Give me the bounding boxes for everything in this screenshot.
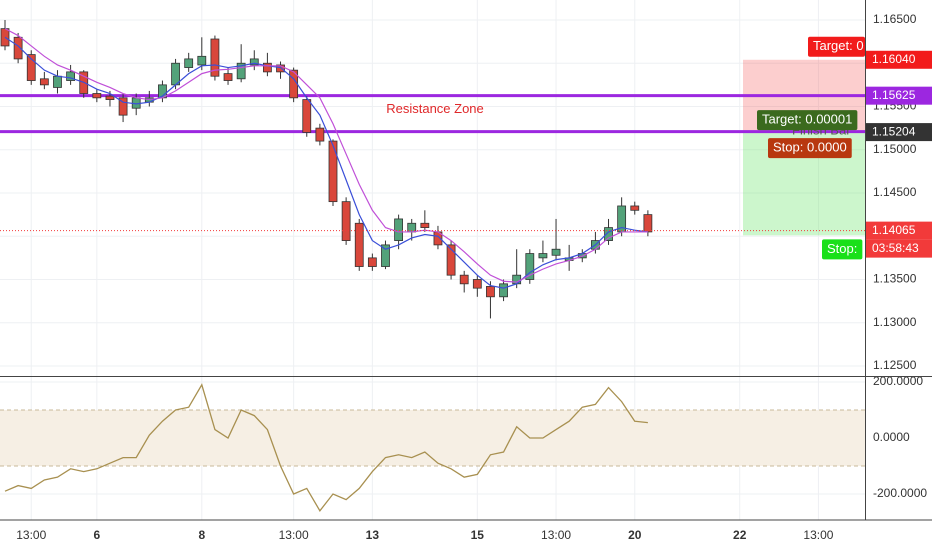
position-tag: Target: 0: [813, 38, 864, 53]
x-tick-label: 13:00: [803, 528, 833, 542]
entry-price-label-box: [866, 123, 932, 142]
candle-body: [315, 127, 325, 142]
y-tick-label: 1.14500: [873, 185, 917, 199]
candle-body: [486, 286, 495, 298]
candle-body: [223, 73, 233, 81]
position-tag-box: [822, 239, 863, 260]
last-price-label-box: [866, 221, 932, 240]
candle-body: [210, 38, 220, 77]
y-tick-label: -200.0000: [873, 486, 927, 500]
candle-body: [354, 222, 364, 267]
candle-body: [367, 257, 377, 267]
position-tag: Target: 0.00001: [762, 112, 852, 127]
candle-body: [92, 93, 102, 99]
stop-price-label-box: [866, 50, 932, 69]
position-tag-box: [757, 110, 858, 131]
candle-body: [538, 253, 548, 259]
y-tick-label: 1.15000: [873, 142, 917, 156]
candle-body: [459, 274, 469, 285]
x-tick-label: 13:00: [541, 528, 571, 542]
candle-body: [472, 279, 482, 289]
y-tick-label: 0.0000: [873, 430, 910, 444]
candle-body: [13, 36, 23, 60]
moving-average: [4, 28, 648, 283]
candle-body: [197, 55, 207, 66]
candle-body: [341, 201, 351, 241]
x-tick-label: 15: [471, 528, 485, 542]
position-tag-box: [768, 138, 852, 159]
level-band: [0, 410, 865, 466]
candle-body: [604, 227, 613, 241]
candle-body: [26, 54, 36, 81]
position-tag: Stop:: [827, 241, 857, 256]
oscillator-line: [4, 383, 648, 512]
candle-body: [66, 71, 75, 81]
candle-body: [276, 64, 285, 73]
annotation: Resistance Zone: [386, 101, 484, 116]
candle-body: [643, 214, 653, 233]
resistance-price-label: 1.15625: [872, 88, 916, 102]
candle-body: [184, 58, 194, 68]
candle-body: [53, 75, 62, 88]
candle-body: [394, 218, 404, 241]
candle-body: [381, 244, 390, 267]
countdown-box: [866, 239, 932, 258]
candle-body: [630, 205, 640, 211]
candle-body: [302, 99, 312, 133]
candle-body: [105, 95, 115, 100]
y-tick-label: 200.0000: [873, 374, 923, 388]
x-tick-label: 22: [733, 528, 747, 542]
candle-body: [525, 253, 535, 280]
moving-average: [4, 36, 648, 289]
candle-body: [551, 248, 561, 256]
candle-body: [118, 97, 128, 116]
countdown: 03:58:43: [872, 241, 919, 255]
y-tick-label: 1.16500: [873, 12, 917, 26]
last-price-label: 1.14065: [872, 223, 916, 237]
candle-body: [420, 222, 430, 228]
x-tick-label: 6: [93, 528, 100, 542]
position-tag-box: [808, 36, 865, 57]
x-tick-label: 8: [198, 528, 205, 542]
y-tick-label: 1.12500: [873, 358, 917, 372]
candle-body: [499, 283, 508, 298]
stop-price-label: 1.16040: [872, 52, 916, 66]
x-tick-label: 13:00: [16, 528, 46, 542]
candle-body: [236, 62, 246, 80]
x-tick-label: 13:00: [279, 528, 309, 542]
candle-body: [249, 58, 259, 66]
position-tag: Stop: 0.0000: [773, 140, 847, 155]
x-tick-label: 13: [366, 528, 380, 542]
candle-body: [446, 244, 456, 276]
y-tick-label: 1.13000: [873, 315, 917, 329]
y-tick-label: 1.13500: [873, 272, 917, 286]
candle-body: [328, 140, 338, 203]
resistance-price-label-box: [866, 86, 932, 105]
candle-body: [262, 62, 272, 73]
candle-body: [39, 78, 49, 86]
x-tick-label: 20: [628, 528, 642, 542]
entry-price-label: 1.15204: [872, 124, 916, 138]
candle-body: [171, 62, 180, 86]
